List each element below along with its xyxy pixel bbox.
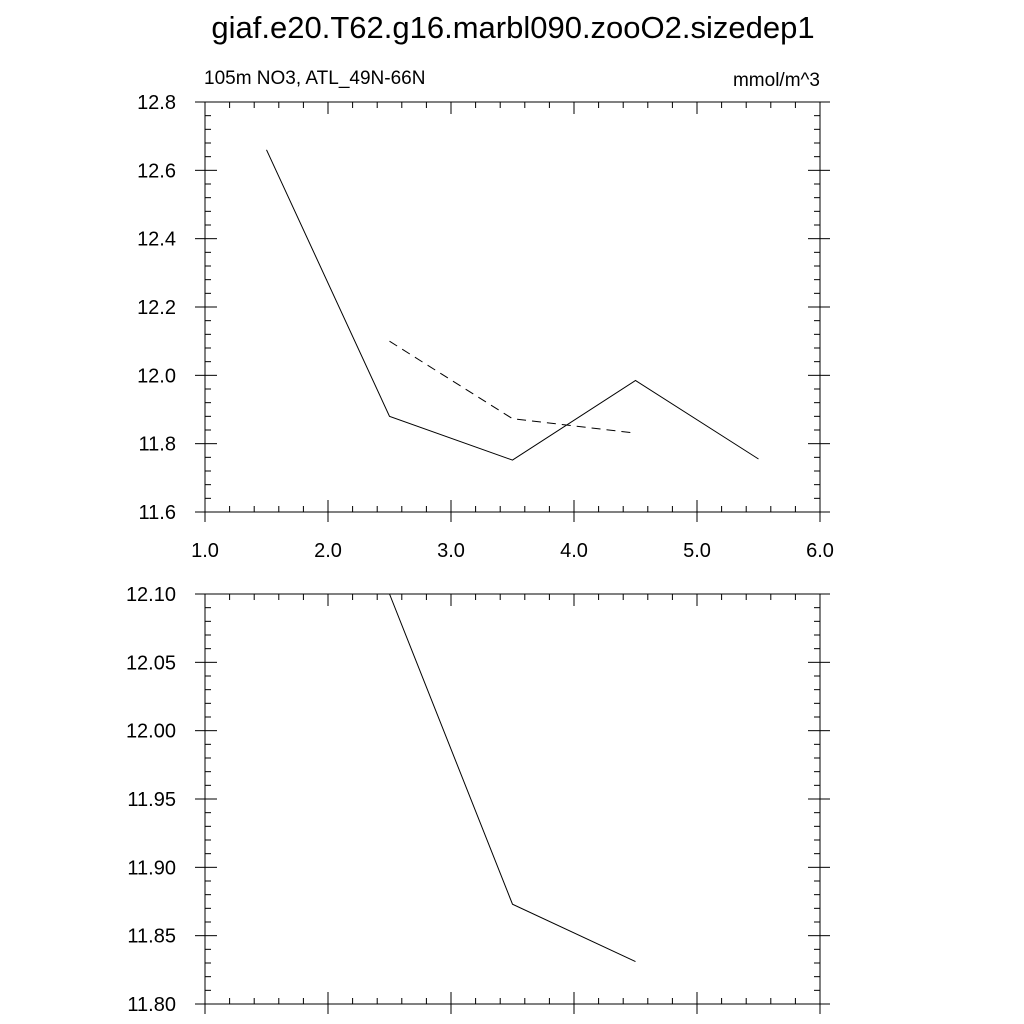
y-tick-label: 11.95 (127, 789, 176, 811)
y-tick-label: 11.8 (139, 434, 176, 456)
figure-title: giaf.e20.T62.g16.marbl090.zooO2.sizedep1 (211, 10, 814, 45)
plot-frame (204, 593, 821, 1005)
plot-frame (204, 101, 821, 513)
series-line-1-solid (266, 149, 759, 461)
y-tick-label: 12.00 (126, 721, 176, 743)
y-tick-label: 11.6 (139, 502, 176, 524)
x-tick-label: 5.0 (683, 540, 711, 562)
x-tick-label: 4.0 (560, 540, 588, 562)
y-tick-label: 11.85 (127, 926, 176, 948)
y-tick-label: 12.10 (126, 584, 176, 606)
y-tick-label: 12.8 (137, 92, 176, 114)
y-tick-label: 11.80 (127, 994, 176, 1016)
panel1-units-label: mmol/m^3 (733, 70, 820, 91)
y-tick-label: 12.0 (137, 365, 176, 387)
panel1-left-label: 105m NO3, ATL_49N-66N (204, 68, 425, 89)
y-tick-label: 12.6 (137, 160, 176, 182)
y-tick-label: 11.90 (127, 857, 176, 879)
x-tick-label: 2.0 (314, 540, 342, 562)
x-tick-label: 3.0 (437, 540, 465, 562)
y-tick-label: 12.4 (137, 229, 176, 251)
x-tick-label: 1.0 (191, 540, 219, 562)
series-line-1-solid (389, 594, 636, 963)
series-line-2-dashed (389, 340, 636, 434)
x-tick-label: 6.0 (806, 540, 834, 562)
panel1-plot: 1.0 2.0 3.0 4.0 5.0 6.0 11.6 11.8 12.0 12.2 12.4 12… (137, 92, 834, 562)
y-tick-label: 12.2 (137, 297, 176, 319)
y-tick-label: 12.05 (126, 652, 176, 674)
panel2-plot: 11.80 11.85 11.90 11.95 12.00 12.05 12.10 (126, 584, 830, 1016)
